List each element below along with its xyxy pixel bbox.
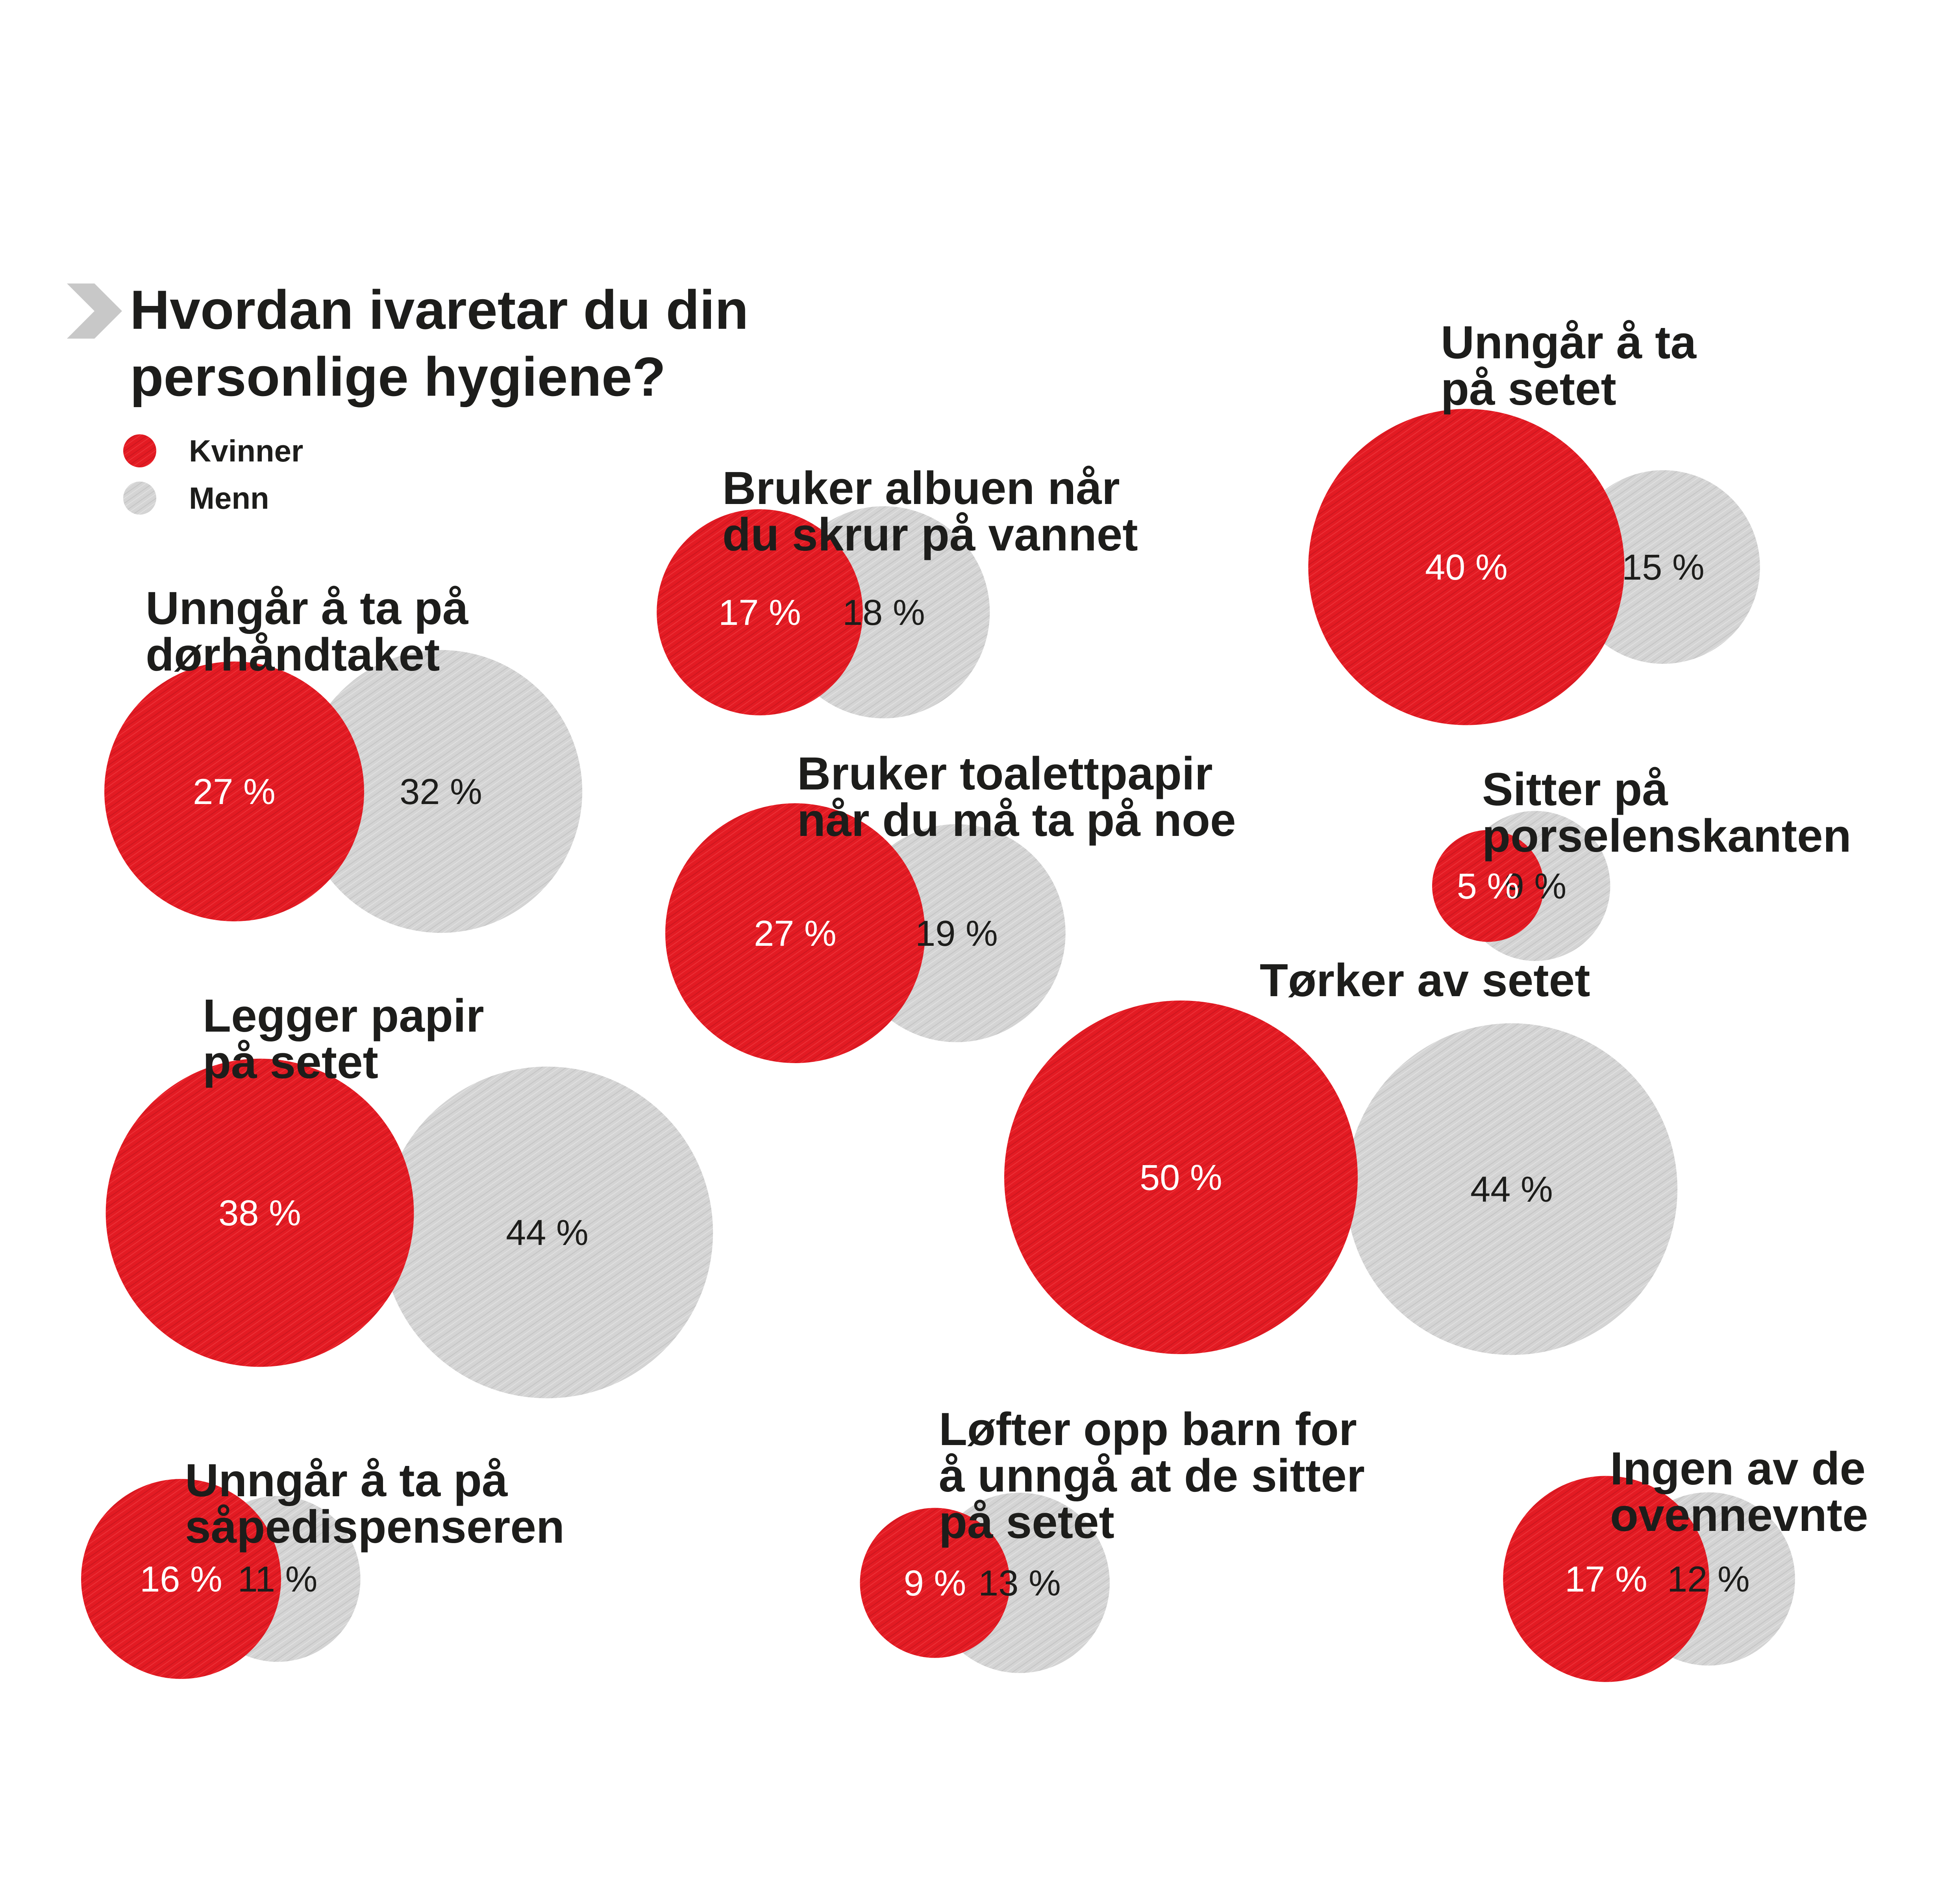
group-heading-line: Unngår å ta på — [146, 582, 468, 634]
group-heading-line: å unngå at de sitter — [939, 1450, 1365, 1502]
bubble-group-unngaar-setet: 15 % 40 % Unngår å ta på setet — [1308, 317, 1760, 725]
group-heading: Legger papir på setet — [203, 990, 484, 1088]
group-heading: Unngår å ta på setet — [1441, 317, 1697, 415]
value-label-kvinner: 17 % — [1565, 1559, 1647, 1599]
legend-label-kvinner: Kvinner — [189, 434, 303, 468]
bubble-kvinner — [657, 509, 863, 715]
value-label-menn: 11 % — [238, 1559, 318, 1599]
value-label-kvinner: 38 % — [218, 1193, 301, 1233]
value-label-menn: 13 % — [978, 1563, 1061, 1603]
group-heading: Løfter opp barn for å unngå at de sitter p… — [939, 1403, 1365, 1548]
group-heading: Ingen av de ovennevnte — [1610, 1443, 1868, 1541]
bubble-kvinner — [1004, 1001, 1358, 1354]
group-heading-line: når du må ta på noe — [797, 794, 1236, 846]
group-heading-line: Legger papir — [203, 990, 484, 1042]
group-heading-line: på setet — [1441, 363, 1616, 415]
group-heading-line: Unngår å ta på — [185, 1455, 508, 1506]
value-label-kvinner: 27 % — [193, 772, 276, 812]
bubble-group-barn: 13 % 9 % Løfter opp barn for å unngå at de … — [860, 1403, 1365, 1673]
bubble-kvinner — [860, 1508, 1010, 1658]
bubble-menn — [299, 650, 583, 933]
group-heading-line: Bruker toalettpapir — [797, 748, 1213, 800]
group-heading: Sitter på porselenskanten — [1482, 763, 1851, 862]
legend-label-menn: Menn — [189, 481, 269, 515]
bubble-group-ingen: 12 % 17 % Ingen av de ovennevnte — [1503, 1443, 1868, 1682]
group-heading: Unngår å ta på såpedispenseren — [185, 1455, 564, 1553]
group-heading-line: Tørker av setet — [1260, 954, 1590, 1006]
chart-title: Hvordan ivaretar du din personlige hygie… — [130, 279, 764, 408]
chart-title-line: personlige hygiene? — [130, 346, 666, 408]
bubble-kvinner — [1308, 409, 1625, 725]
bubble-group-sapedispenser: 11 % 16 % Unngår å ta på såpedispenseren — [81, 1455, 564, 1679]
bubble-kvinner — [665, 803, 925, 1063]
bubble-menn — [381, 1066, 713, 1399]
group-heading-line: Unngår å ta — [1441, 317, 1697, 369]
group-heading-line: Bruker albuen når — [722, 462, 1120, 514]
bubble-group-albuen: 18 % 17 % Bruker albuen når du skrur på van… — [657, 462, 1138, 719]
legend-swatch-menn — [123, 482, 156, 515]
group-heading-line: porselenskanten — [1482, 810, 1851, 862]
chart-header: Hvordan ivaretar du din personlige hygie… — [67, 279, 764, 408]
value-label-menn: 15 % — [1622, 547, 1705, 587]
value-label-kvinner: 9 % — [904, 1563, 966, 1603]
group-heading-line: såpedispenseren — [185, 1501, 564, 1553]
value-label-menn: 32 % — [400, 772, 482, 812]
chevron-arrow-icon — [67, 284, 122, 339]
group-heading: Unngår å ta på dørhåndtaket — [146, 582, 468, 681]
bubble-kvinner — [1503, 1476, 1709, 1682]
bubble-menn — [1346, 1023, 1678, 1355]
group-heading: Tørker av setet — [1260, 954, 1590, 1006]
group-heading-line: du skrur på vannet — [722, 509, 1138, 561]
value-label-kvinner: 40 % — [1425, 547, 1508, 587]
value-label-menn: 18 % — [842, 593, 925, 633]
bubble-kvinner — [81, 1479, 281, 1679]
bubble-group-torker-setet: 44 % 50 % Tørker av setet — [1004, 954, 1678, 1355]
value-label-kvinner: 50 % — [1140, 1158, 1222, 1198]
group-heading-line: på setet — [939, 1496, 1114, 1548]
bubble-group-dorhandtak: 32 % 27 % Unngår å ta på dørhåndtaket — [104, 582, 583, 933]
group-heading-line: Løfter opp barn for — [939, 1403, 1357, 1455]
value-label-menn: 44 % — [506, 1213, 589, 1253]
bubble-group-porselenskanten: 9 %5 %Sitter på porselenskanten — [1432, 763, 1851, 961]
value-label-menn: 9 % — [1504, 866, 1567, 906]
group-heading-line: Ingen av de — [1610, 1443, 1866, 1495]
group-heading-line: ovennevnte — [1610, 1489, 1868, 1541]
bubble-kvinner — [104, 662, 364, 921]
chart-title-line: Hvordan ivaretar du din — [130, 279, 748, 341]
value-label-kvinner: 16 % — [140, 1559, 222, 1599]
bubble-kvinner — [1432, 830, 1544, 942]
value-label-kvinner: 17 % — [718, 593, 801, 633]
legend-swatch-kvinner — [123, 434, 156, 467]
value-label-menn: 12 % — [1667, 1559, 1750, 1599]
group-heading: Bruker toalettpapir når du må ta på noe — [797, 748, 1236, 846]
value-label-menn: 44 % — [1470, 1169, 1553, 1210]
group-heading-line: på setet — [203, 1036, 378, 1088]
legend: Kvinner Menn — [123, 434, 303, 515]
value-label-kvinner: 27 % — [754, 914, 837, 954]
bubble-group-legger-papir: 44 % 38 % Legger papir på setet — [105, 990, 713, 1399]
group-heading-line: dørhåndtaket — [146, 629, 440, 681]
value-label-kvinner: 5 % — [1457, 866, 1520, 906]
group-heading-line: Sitter på — [1482, 763, 1668, 815]
bubble-kvinner — [105, 1058, 414, 1367]
bubble-group-toalettpapir: 19 % 27 % Bruker toalettpapir når du må ta … — [665, 748, 1236, 1063]
group-heading: Bruker albuen når du skrur på vannet — [722, 462, 1138, 561]
value-label-menn: 19 % — [915, 914, 998, 954]
